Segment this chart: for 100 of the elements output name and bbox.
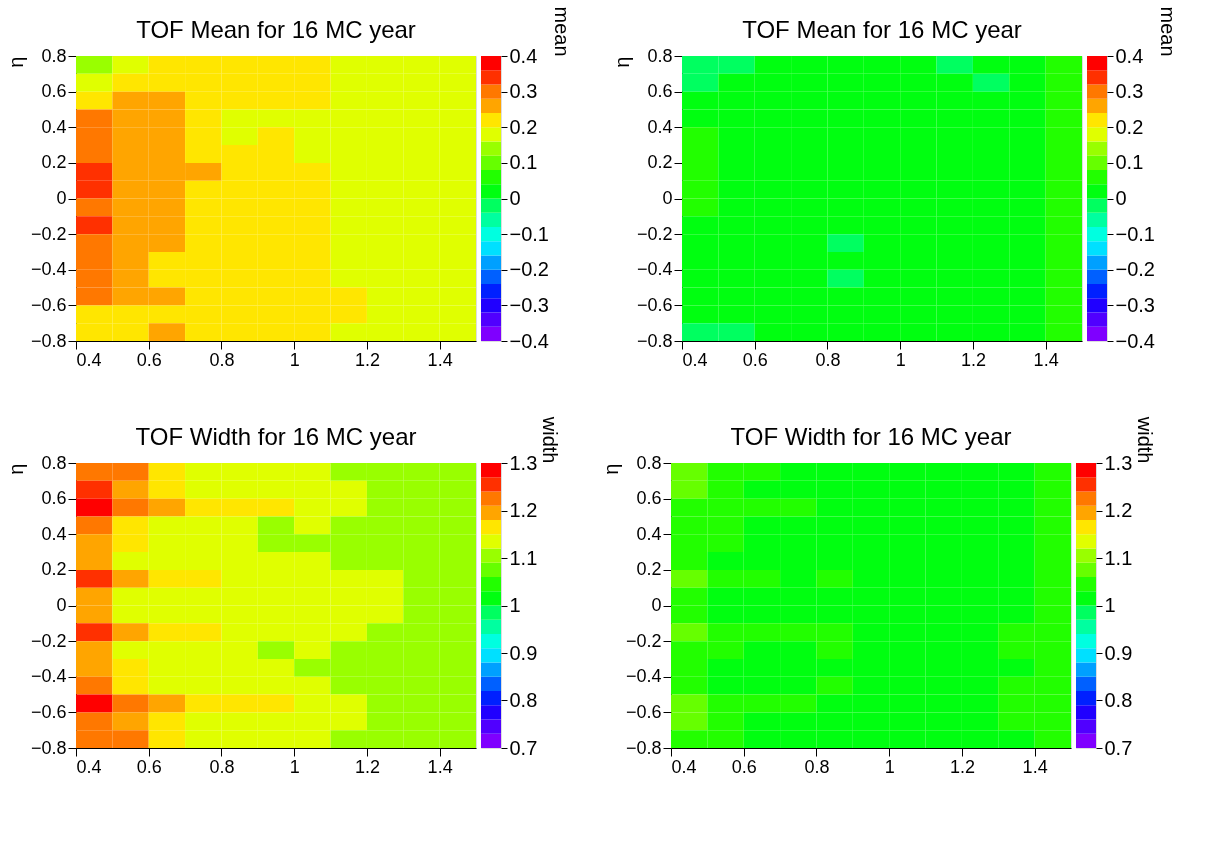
y-axis-title: η xyxy=(4,463,27,475)
x-tick-label: 0.4 xyxy=(76,756,102,777)
x-tick-label: 1.2 xyxy=(949,756,975,777)
y-tick-label: −0.4 xyxy=(625,666,662,687)
y-tick-label: −0.4 xyxy=(636,259,673,280)
y-tick-label: 0.4 xyxy=(41,116,67,137)
x-tick-label: 1 xyxy=(289,756,300,777)
color-bar-label: 0.4 xyxy=(509,44,538,67)
y-tick-label: 0.8 xyxy=(647,45,673,66)
color-bar-label: 0.4 xyxy=(1115,44,1144,67)
y-tick-label: −0.6 xyxy=(30,701,67,722)
color-bar-label: 0.7 xyxy=(509,736,538,759)
color-bar-title: mean xyxy=(1156,6,1179,57)
y-tick-label: −0.4 xyxy=(30,259,67,280)
x-tick-label: 0.6 xyxy=(136,349,162,370)
color-bar-label: −0.3 xyxy=(509,293,549,316)
y-tick-label: −0.2 xyxy=(636,223,673,244)
x-tick-label: 0.6 xyxy=(136,756,162,777)
color-bar-label: 1.1 xyxy=(1104,546,1133,569)
color-bar-label: 1.1 xyxy=(509,546,538,569)
color-bar-label: 0.1 xyxy=(1115,151,1144,174)
color-bar-label: 0.2 xyxy=(1115,115,1144,138)
y-tick-label: 0.6 xyxy=(41,488,67,509)
y-tick-label: −0.8 xyxy=(30,330,67,351)
y-tick-label: −0.6 xyxy=(625,701,662,722)
color-bar-label: 0.2 xyxy=(509,115,538,138)
y-tick-label: 0.2 xyxy=(41,152,67,173)
y-tick-label: 0.2 xyxy=(41,559,67,580)
chart-title: TOF Mean for 16 MC year xyxy=(136,16,416,43)
y-tick-label: 0.8 xyxy=(41,45,67,66)
y-tick-label: 0 xyxy=(662,188,673,208)
y-tick-label: 0.2 xyxy=(647,152,673,173)
color-bar-title: width xyxy=(1134,415,1157,464)
x-tick-label: 1.4 xyxy=(427,756,453,777)
x-tick-label: 0.4 xyxy=(671,756,697,777)
color-bar-label: 0.9 xyxy=(1104,641,1133,664)
color-bar-label: 1.2 xyxy=(1104,499,1133,521)
y-tick-label: 0.8 xyxy=(636,452,662,473)
y-axis-title: η xyxy=(4,56,27,68)
x-tick-label: 0.8 xyxy=(815,349,841,370)
y-tick-label: −0.2 xyxy=(30,223,67,244)
x-tick-label: 1 xyxy=(289,349,300,370)
y-axis-title: η xyxy=(599,463,622,475)
x-tick-label: 0.8 xyxy=(209,756,235,777)
y-tick-label: 0.4 xyxy=(647,116,673,137)
color-bar-label: −0.4 xyxy=(509,329,549,352)
color-bar-label: −0.1 xyxy=(509,222,549,245)
y-tick-label: 0 xyxy=(56,595,67,615)
x-tick-label: 1.4 xyxy=(427,349,453,370)
color-bar-label: 0 xyxy=(1115,187,1127,209)
y-tick-label: 0.6 xyxy=(647,81,673,102)
y-tick-label: 0 xyxy=(56,188,67,208)
x-tick-label: 1 xyxy=(884,756,895,777)
y-tick-label: −0.8 xyxy=(636,330,673,351)
color-bar-title: mean xyxy=(550,6,573,57)
x-tick-label: 1 xyxy=(895,349,906,370)
color-bar-title: width xyxy=(539,415,562,464)
color-bar-label: 1.2 xyxy=(509,499,538,521)
color-bar-label: −0.2 xyxy=(509,258,549,281)
color-bar-label: 0.8 xyxy=(1104,689,1133,711)
color-bar-label: 0.9 xyxy=(509,641,538,664)
color-bar-label: 0.3 xyxy=(1115,80,1144,103)
y-tick-label: −0.2 xyxy=(625,630,662,651)
color-bar-label: 0 xyxy=(509,187,521,209)
color-bar-label: 1.3 xyxy=(1104,451,1133,474)
color-bar-label: 1 xyxy=(509,594,521,616)
x-tick-label: 0.8 xyxy=(804,756,830,777)
y-tick-label: 0 xyxy=(651,595,662,615)
x-tick-label: 0.6 xyxy=(742,349,768,370)
x-tick-label: 0.8 xyxy=(209,349,235,370)
y-tick-label: 0.6 xyxy=(41,81,67,102)
chart-title: TOF Width for 16 MC year xyxy=(135,423,417,450)
color-bar-label: 0.1 xyxy=(509,151,538,174)
y-tick-label: −0.2 xyxy=(30,630,67,651)
y-tick-label: −0.6 xyxy=(30,294,67,315)
color-bar-label: −0.2 xyxy=(1115,258,1155,281)
x-tick-label: 1.2 xyxy=(354,349,380,370)
y-tick-label: 0.4 xyxy=(41,523,67,544)
x-tick-label: 0.4 xyxy=(682,349,708,370)
y-tick-label: −0.4 xyxy=(30,666,67,687)
color-bar-label: 1 xyxy=(1104,594,1116,616)
color-bar-label: −0.3 xyxy=(1115,293,1155,316)
color-bar-label: 0.7 xyxy=(1104,736,1133,759)
y-tick-label: 0.2 xyxy=(636,559,662,580)
color-bar-label: 0.8 xyxy=(509,689,538,711)
color-bar-label: 1.3 xyxy=(509,451,538,474)
y-tick-label: −0.8 xyxy=(30,737,67,758)
color-bar-label: −0.1 xyxy=(1115,222,1155,245)
x-tick-label: 1.2 xyxy=(960,349,986,370)
x-tick-label: 1.4 xyxy=(1033,349,1059,370)
chart-title: TOF Mean for 16 MC year xyxy=(742,16,1022,43)
y-tick-label: 0.4 xyxy=(636,523,662,544)
y-tick-label: 0.6 xyxy=(636,488,662,509)
x-tick-label: 0.6 xyxy=(731,756,757,777)
y-tick-label: 0.8 xyxy=(41,452,67,473)
x-tick-label: 1.4 xyxy=(1022,756,1048,777)
y-tick-label: −0.6 xyxy=(636,294,673,315)
y-tick-label: −0.8 xyxy=(625,737,662,758)
x-tick-label: 1.2 xyxy=(354,756,380,777)
y-axis-title: η xyxy=(610,56,633,68)
